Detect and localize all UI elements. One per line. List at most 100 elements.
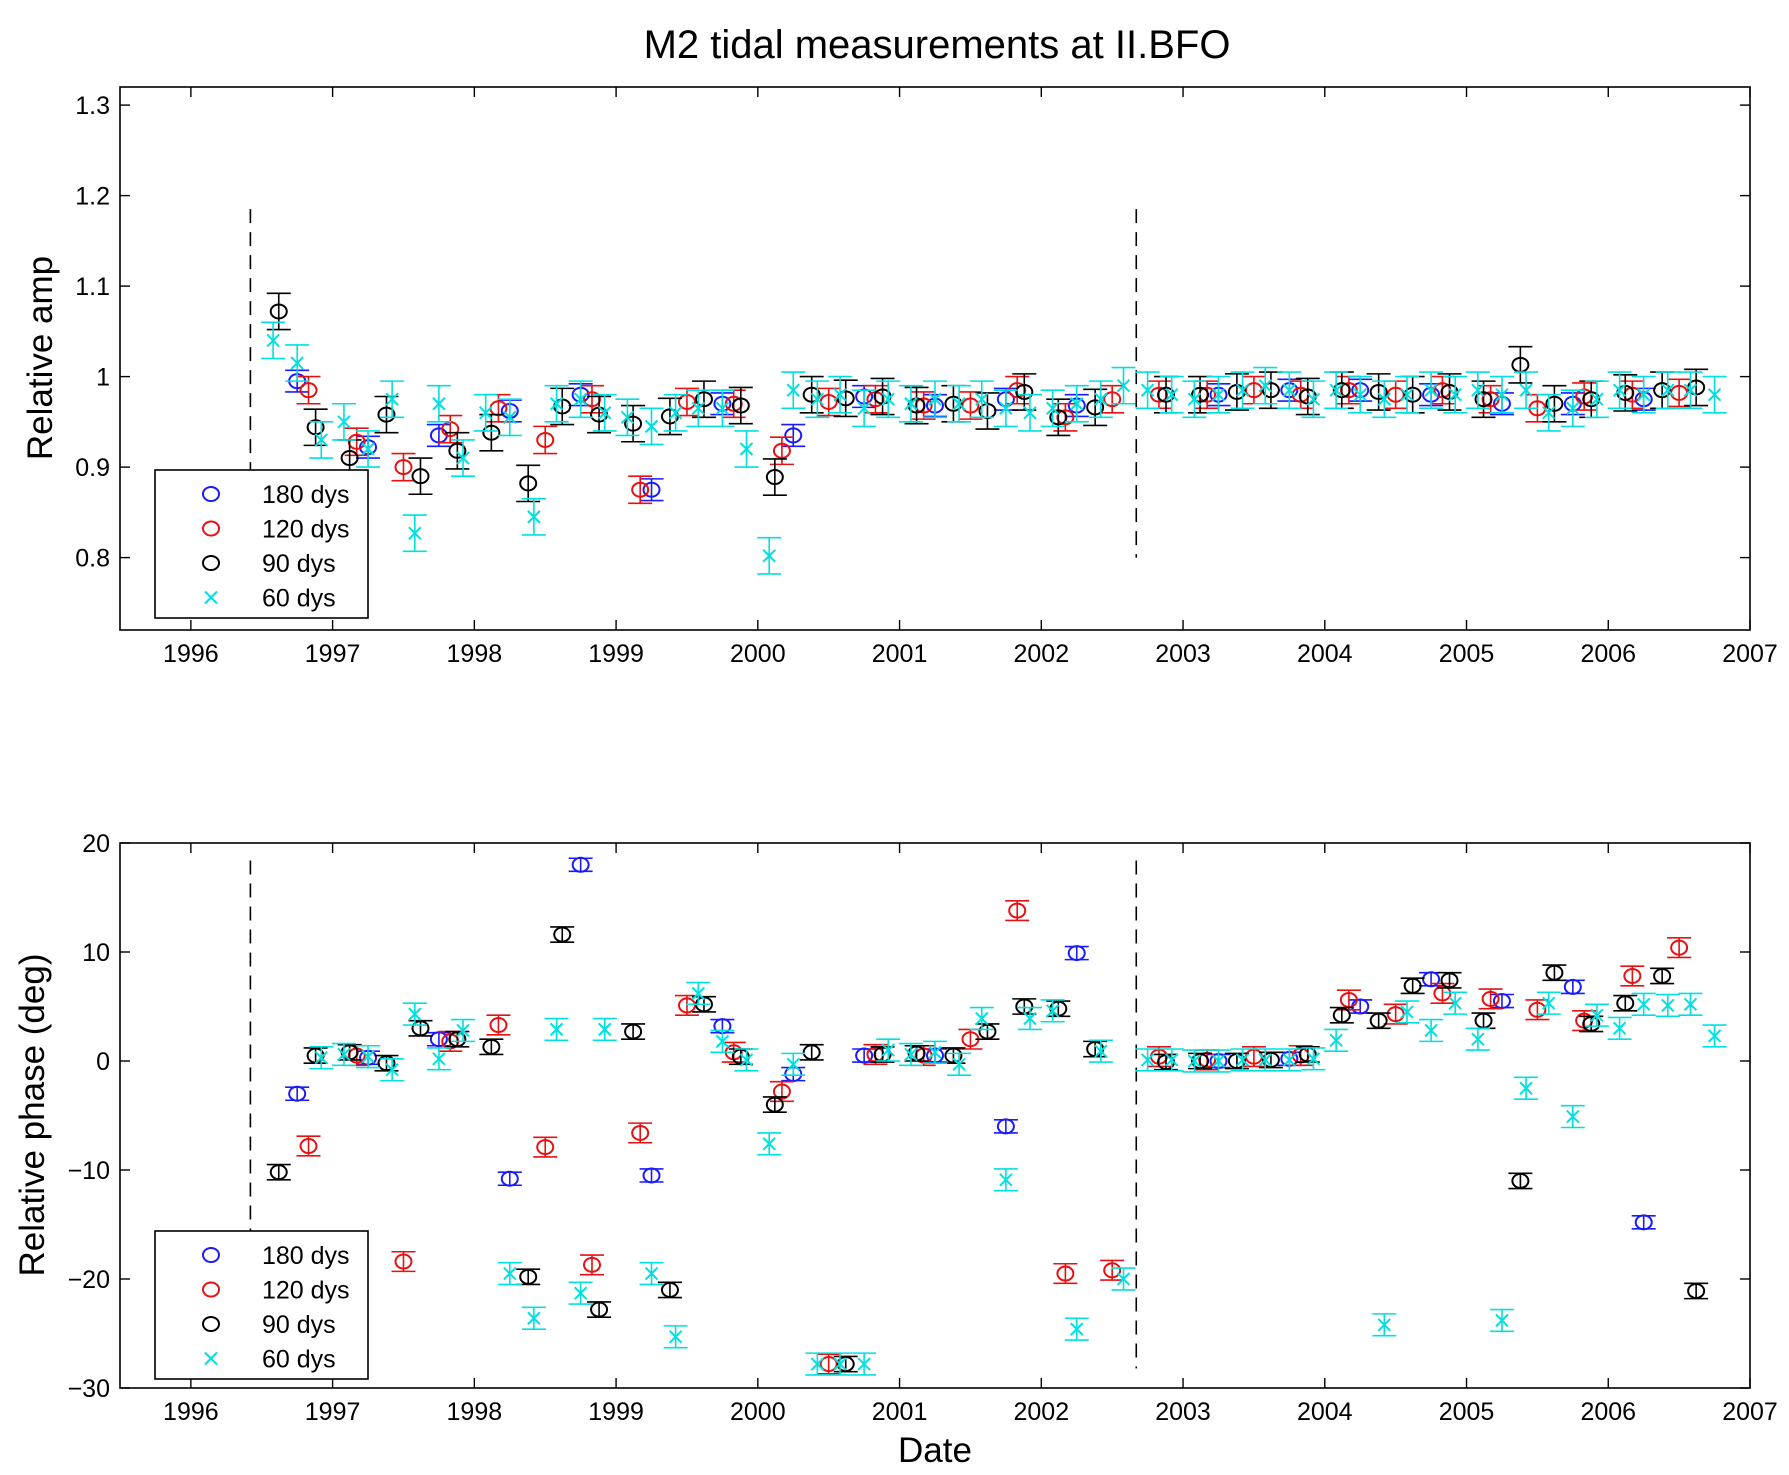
data-marker [1590,392,1604,406]
data-marker [394,459,413,476]
phase-point-120-dys [628,1122,653,1144]
amplitude-point-60-dys [497,398,522,437]
data-marker-stroke-b [573,1286,588,1300]
phase-legend-marker [202,1281,220,1298]
amplitude-legend-marker [204,590,218,605]
data-marker [802,386,821,403]
phase-point-60-dys [1135,1048,1160,1072]
amplitude-point-60-dys [1536,393,1561,432]
phase-legend-marker-stroke-b [204,1351,218,1366]
amplitude-x-tick-label: 1996 [163,640,219,668]
data-marker-stroke-b [361,1049,375,1064]
data-marker [598,406,612,420]
amplitude-x-tick-label: 1997 [305,640,361,668]
data-marker-stroke-b [266,333,280,348]
amplitude-point-60-dys [757,536,782,575]
amplitude-point-60-dys [1230,371,1255,410]
data-marker-stroke-b [762,549,776,563]
data-marker-stroke-b [1590,1008,1604,1022]
amplitude-point-60-dys [451,439,476,477]
phase-point-90-dys [1188,1052,1213,1070]
data-marker-stroke-b [456,451,470,465]
data-marker [772,1083,791,1100]
data-marker [1235,1053,1250,1067]
data-marker [1661,998,1675,1013]
data-marker-stroke-b [1566,1109,1580,1124]
data-marker [500,1170,519,1187]
phase-point-60-dys [356,1044,381,1069]
data-marker [833,1357,847,1371]
data-marker-stroke-b [1258,1053,1272,1067]
data-marker [1015,383,1034,400]
data-marker [361,1049,375,1064]
data-marker-stroke-b [786,383,800,397]
amplitude-x-tick-label: 1999 [588,640,644,668]
data-marker [624,415,643,432]
data-marker-stroke-b [385,392,399,406]
data-marker-stroke-b [1448,387,1462,402]
phase-point-60-dys [497,1261,522,1286]
data-marker [482,1038,501,1055]
data-marker [266,333,280,348]
phase-y-axis-label: Relative phase (deg) [13,954,52,1277]
phase-point-180-dys [285,1085,310,1102]
phase-point-60-dys [828,1352,853,1376]
data-marker [1653,382,1672,399]
phase-x-tick-label: 2001 [872,1398,928,1426]
data-marker [1187,1054,1202,1068]
data-marker [573,392,588,406]
phase-point-90-dys [374,1054,399,1072]
data-marker-stroke-b [408,1007,422,1021]
data-marker [765,1096,784,1113]
data-marker-stroke-b [1707,1029,1722,1043]
amplitude-point-60-dys [781,371,806,410]
data-marker [819,1356,838,1373]
data-marker-stroke-b [527,510,541,524]
amplitude-point-60-dys [1489,375,1514,414]
data-marker [857,401,871,415]
amplitude-point-90-dys [975,392,1000,430]
data-marker [904,1047,918,1062]
data-marker-stroke-b [1542,406,1556,420]
data-marker [1086,399,1105,416]
data-marker [1590,1008,1604,1022]
amplitude-point-60-dys [285,344,310,382]
phase-point-120-dys [1525,999,1550,1021]
amplitude-point-90-dys [303,408,328,447]
data-marker [394,1253,413,1270]
data-marker-stroke-b [337,1047,351,1062]
data-marker-stroke-b [644,419,659,434]
data-marker-stroke-b [478,406,493,420]
phase-point-120-dys [1100,1259,1125,1281]
data-marker [377,406,396,423]
data-marker [598,1022,612,1037]
data-marker-stroke-b [857,1357,871,1371]
amplitude-point-60-dys [1443,375,1468,414]
amplitude-ticks: 1996 1997 1998 1999 2000 2001 2002 2003 2004 2005… [75,87,1778,668]
phase-point-120-dys [533,1136,558,1158]
data-marker [432,397,446,411]
amplitude-x-tick-label: 2001 [872,640,928,668]
phase-point-180-dys [497,1170,522,1187]
phase-point-60-dys [1206,1049,1231,1073]
data-marker-stroke-b [668,1330,683,1344]
data-marker [677,997,696,1014]
phase-legend-label: 120 dys [262,1277,350,1305]
amplitude-x-tick-label: 2006 [1580,640,1636,668]
data-marker [999,1173,1013,1187]
data-marker [269,303,288,320]
phase-point-90-dys [516,1268,541,1286]
amplitude-point-60-dys [1394,375,1419,414]
phase-point-60-dys [923,1040,947,1064]
data-marker [961,397,980,414]
amplitude-point-60-dys [521,497,546,536]
data-marker-stroke-b [715,401,730,415]
phase-point-90-dys [408,1019,433,1037]
amplitude-point-90-dys [1012,373,1037,411]
amplitude-point-60-dys [615,398,640,437]
data-marker-stroke-b [1258,378,1272,393]
data-marker [553,926,572,943]
phase-point-60-dys [663,1325,688,1349]
data-marker [1329,383,1343,397]
data-marker-stroke-b [1636,387,1651,402]
